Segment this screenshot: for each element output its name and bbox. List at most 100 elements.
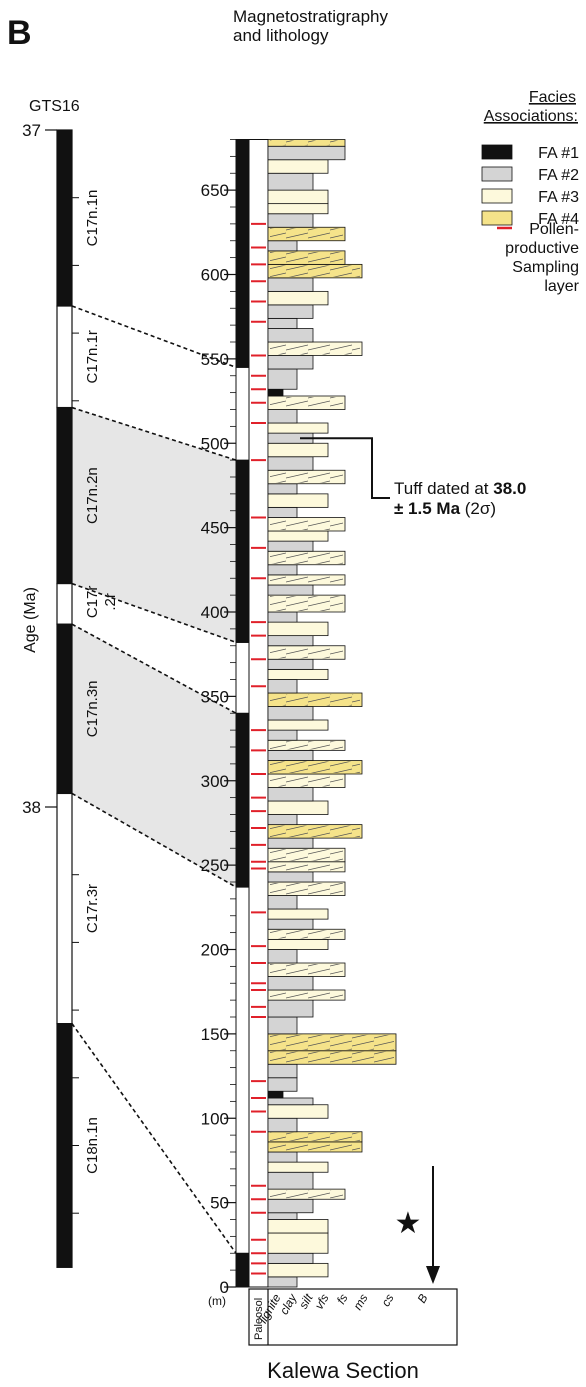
bed-79 — [268, 318, 297, 328]
bed-62 — [268, 531, 328, 541]
bed-68 — [268, 457, 313, 471]
legend-label-1: FA #2 — [538, 167, 579, 184]
legend-swatch-3 — [482, 211, 512, 225]
paleosol-column — [249, 140, 268, 1288]
bed-78 — [268, 329, 313, 343]
bed-4 — [268, 1220, 328, 1234]
tuff-line1-prefix: Tuff dated at — [394, 479, 493, 498]
chron-label-3-b: .2r — [102, 593, 119, 611]
bed-92 — [268, 146, 345, 160]
bed-39 — [268, 801, 328, 815]
bed-structure-77 — [270, 343, 360, 355]
bed-31 — [268, 896, 297, 910]
legend-title-line1: Facies — [529, 89, 576, 106]
chron-bar-5 — [57, 793, 72, 1023]
gts-major-ticks: 3738 — [22, 121, 57, 817]
bed-51 — [268, 659, 313, 669]
legend-swatch-1 — [482, 167, 512, 181]
bed-1 — [268, 1263, 328, 1277]
bed-69 — [268, 443, 328, 457]
depth-unit: (m) — [208, 1294, 226, 1308]
chron-bar-3 — [57, 584, 72, 625]
bed-43 — [268, 750, 313, 760]
bed-9 — [268, 1162, 328, 1172]
bed-8 — [268, 1172, 313, 1189]
bed-72 — [268, 410, 297, 424]
chron-label-4: C17n.3n — [84, 680, 101, 737]
bed-64 — [268, 507, 297, 517]
bed-91 — [268, 160, 328, 174]
depth-label-8: 400 — [201, 603, 229, 622]
depth-label-1: 50 — [210, 1194, 229, 1213]
bed-5 — [268, 1213, 297, 1220]
bed-6 — [268, 1199, 313, 1213]
chron-label-0: C17n.1n — [84, 190, 101, 247]
bed-87 — [268, 214, 313, 228]
bed-structure-84 — [270, 252, 343, 264]
bed-structure-60 — [270, 552, 343, 564]
depth-label-2: 100 — [201, 1109, 229, 1128]
bed-61 — [268, 541, 313, 551]
depth-label-3: 150 — [201, 1025, 229, 1044]
depth-label-9: 450 — [201, 519, 229, 538]
bed-structure-86 — [270, 228, 343, 240]
age-axis-label: Age (Ma) — [22, 587, 39, 653]
legend-pollen-line2: productive — [505, 240, 579, 257]
depth-label-5: 250 — [201, 856, 229, 875]
bed-40 — [268, 788, 313, 802]
bed-50 — [268, 669, 328, 679]
bed-38 — [268, 815, 297, 825]
bed-80 — [268, 305, 313, 319]
bed-22 — [268, 1000, 313, 1017]
chron-bar-1 — [57, 306, 72, 408]
bed-structure-35 — [270, 849, 343, 861]
bed-71 — [268, 423, 328, 433]
bed-structure-7 — [270, 1190, 343, 1198]
polarity-zone-4 — [236, 460, 249, 642]
bed-65 — [268, 494, 328, 508]
gts-major-label-1: 38 — [22, 798, 41, 817]
bed-59 — [268, 565, 297, 575]
bed-16 — [268, 1091, 283, 1098]
bed-structure-58 — [270, 576, 343, 584]
bed-structure-83 — [270, 265, 360, 277]
correlation-shade-1 — [72, 624, 236, 887]
legend-pollen-line1: Pollen- — [529, 221, 579, 238]
depth-label-13: 650 — [201, 181, 229, 200]
bed-82 — [268, 278, 313, 292]
lithology-log — [268, 140, 396, 1288]
bed-75 — [268, 369, 297, 389]
bed-structure-67 — [270, 471, 343, 483]
arrow-down-icon — [426, 1266, 440, 1284]
bed-3 — [268, 1233, 328, 1253]
depth-label-12: 600 — [201, 266, 229, 285]
bed-structure-42 — [270, 762, 360, 774]
bed-45 — [268, 730, 297, 740]
legend-label-0: FA #1 — [538, 145, 579, 162]
chron-label-6: C18n.1n — [84, 1117, 101, 1174]
tuff-line1-age: 38.0 — [493, 479, 526, 498]
chron-bar-4 — [57, 624, 72, 793]
bed-structure-41 — [270, 775, 343, 787]
chron-label-1: C17n.1r — [84, 330, 101, 383]
bed-30 — [268, 909, 328, 919]
section-name: Kalewa Section — [267, 1358, 419, 1383]
facies-legend: Facies Associations: FA #1FA #2FA #3FA #… — [482, 89, 580, 295]
bed-88 — [268, 204, 328, 214]
bed-0 — [268, 1277, 297, 1287]
depth-label-10: 500 — [201, 434, 229, 453]
bed-55 — [268, 612, 297, 622]
tuff-label-line1: Tuff dated at 38.0 — [394, 479, 526, 498]
polarity-zone-0 — [236, 1253, 249, 1287]
bed-76 — [268, 356, 313, 370]
legend-title-line2: Associations: — [484, 108, 578, 125]
bed-15 — [268, 1098, 313, 1105]
bed-14 — [268, 1105, 328, 1119]
bed-structure-73 — [270, 397, 343, 409]
polarity-zone-1 — [236, 887, 249, 1253]
depth-label-6: 300 — [201, 772, 229, 791]
bed-structure-93 — [270, 141, 343, 146]
bed-structure-25 — [270, 964, 343, 976]
star-icon: ★ — [395, 1207, 422, 1240]
bed-53 — [268, 636, 313, 646]
